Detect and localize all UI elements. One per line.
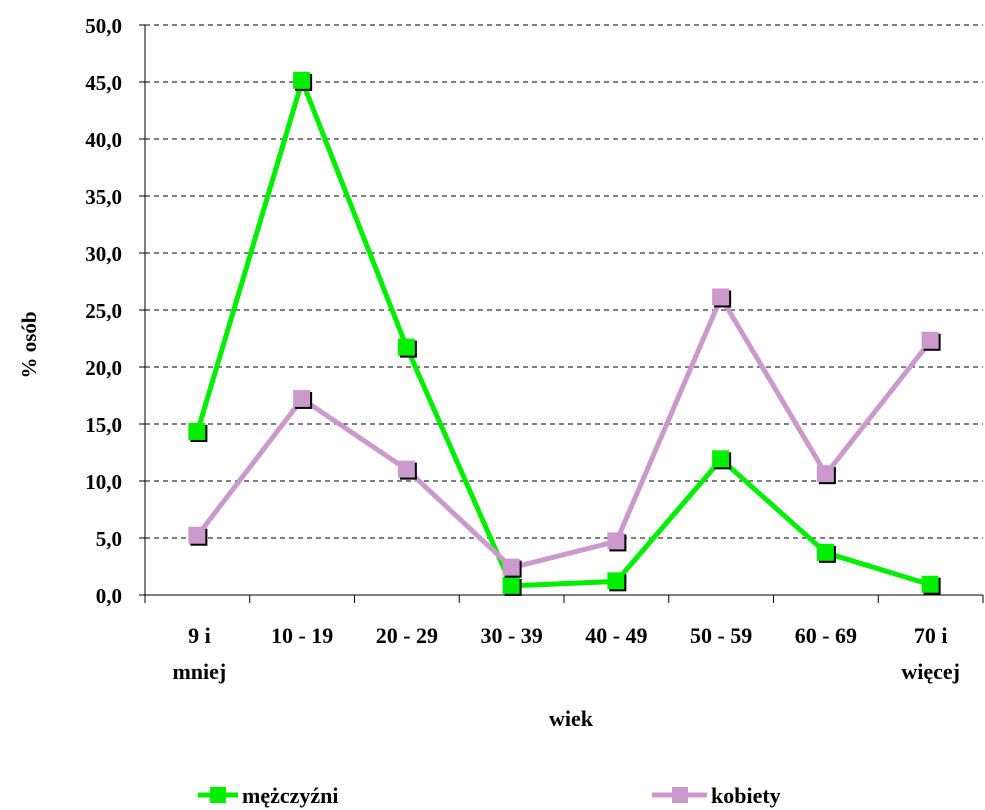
data-point-women: [607, 532, 627, 552]
x-tick-label: 50 - 59: [690, 623, 752, 648]
data-point-men: [712, 450, 732, 470]
legend-swatch-men-marker: [210, 787, 226, 803]
marker: [921, 575, 939, 593]
y-tick-label: 10,0: [85, 470, 122, 494]
axes: [139, 24, 984, 603]
marker: [712, 288, 730, 306]
y-tick-label: 20,0: [85, 356, 122, 380]
y-axis-title: % osób: [17, 311, 41, 378]
data-point-women: [921, 331, 941, 351]
y-tick-label: 45,0: [85, 71, 122, 95]
legend-item-men: mężczyźni: [198, 783, 339, 808]
marker: [921, 331, 939, 349]
marker: [293, 389, 311, 407]
x-tick-label: 60 - 69: [795, 623, 857, 648]
data-point-men: [397, 338, 417, 358]
data-point-women: [502, 558, 522, 578]
series-line-men: [194, 78, 932, 589]
x-tick-label: 9 i: [188, 623, 211, 648]
data-point-women: [712, 288, 732, 308]
x-axis-title: wiek: [549, 706, 594, 731]
x-tick-label: 70 i: [914, 623, 948, 648]
marker: [188, 422, 206, 440]
legend-swatch-women-marker: [672, 787, 688, 803]
series-lines: [194, 78, 933, 589]
legend-label-men: mężczyźni: [242, 783, 339, 808]
marker: [397, 338, 415, 356]
legend: mężczyźni kobiety: [198, 783, 781, 808]
y-tick-label: 25,0: [85, 299, 122, 323]
data-point-men: [188, 422, 208, 442]
data-point-women: [816, 465, 836, 485]
series-line-women: [195, 294, 933, 571]
marker: [188, 526, 206, 544]
marker: [502, 576, 520, 594]
data-point-men: [293, 71, 313, 91]
marker: [816, 465, 834, 483]
x-tick-label: 40 - 49: [585, 623, 647, 648]
x-tick-label: 30 - 39: [480, 623, 542, 648]
gridlines: [145, 24, 983, 539]
y-tick-label: 40,0: [85, 128, 122, 152]
marker: [607, 572, 625, 590]
legend-label-women: kobiety: [711, 783, 781, 808]
data-point-men: [502, 576, 522, 596]
x-tick-label: 20 - 29: [376, 623, 438, 648]
y-tick-label: 15,0: [85, 413, 122, 437]
y-tick-label: 50,0: [85, 14, 122, 38]
marker: [816, 543, 834, 561]
marker: [607, 532, 625, 550]
y-tick-label: 5,0: [96, 527, 122, 551]
marker: [293, 71, 311, 89]
marker: [502, 558, 520, 576]
legend-item-women: kobiety: [652, 783, 781, 808]
y-tick-label: 35,0: [85, 185, 122, 209]
y-tick-label: 30,0: [85, 242, 122, 266]
x-tick-label: 10 - 19: [271, 623, 333, 648]
marker: [712, 450, 730, 468]
y-tick-labels: 0,0 5,0 10,0 15,0 20,0 25,0 30,0 35,0 40,0 45,0 50…: [85, 14, 122, 608]
data-point-women: [188, 526, 208, 546]
data-point-women: [293, 389, 313, 409]
data-point-men: [921, 575, 941, 595]
y-tick-label: 0,0: [96, 584, 122, 608]
data-point-men: [816, 543, 836, 563]
series-markers: [188, 71, 941, 596]
marker: [397, 460, 415, 478]
x-tick-label: więcej: [901, 659, 960, 684]
x-tick-label: mniej: [172, 659, 226, 684]
data-point-women: [397, 460, 417, 480]
data-point-men: [607, 572, 627, 592]
x-tick-labels: 9 i mniej 10 - 19 20 - 29 30 - 39 40 - 49 50 -…: [172, 623, 959, 684]
